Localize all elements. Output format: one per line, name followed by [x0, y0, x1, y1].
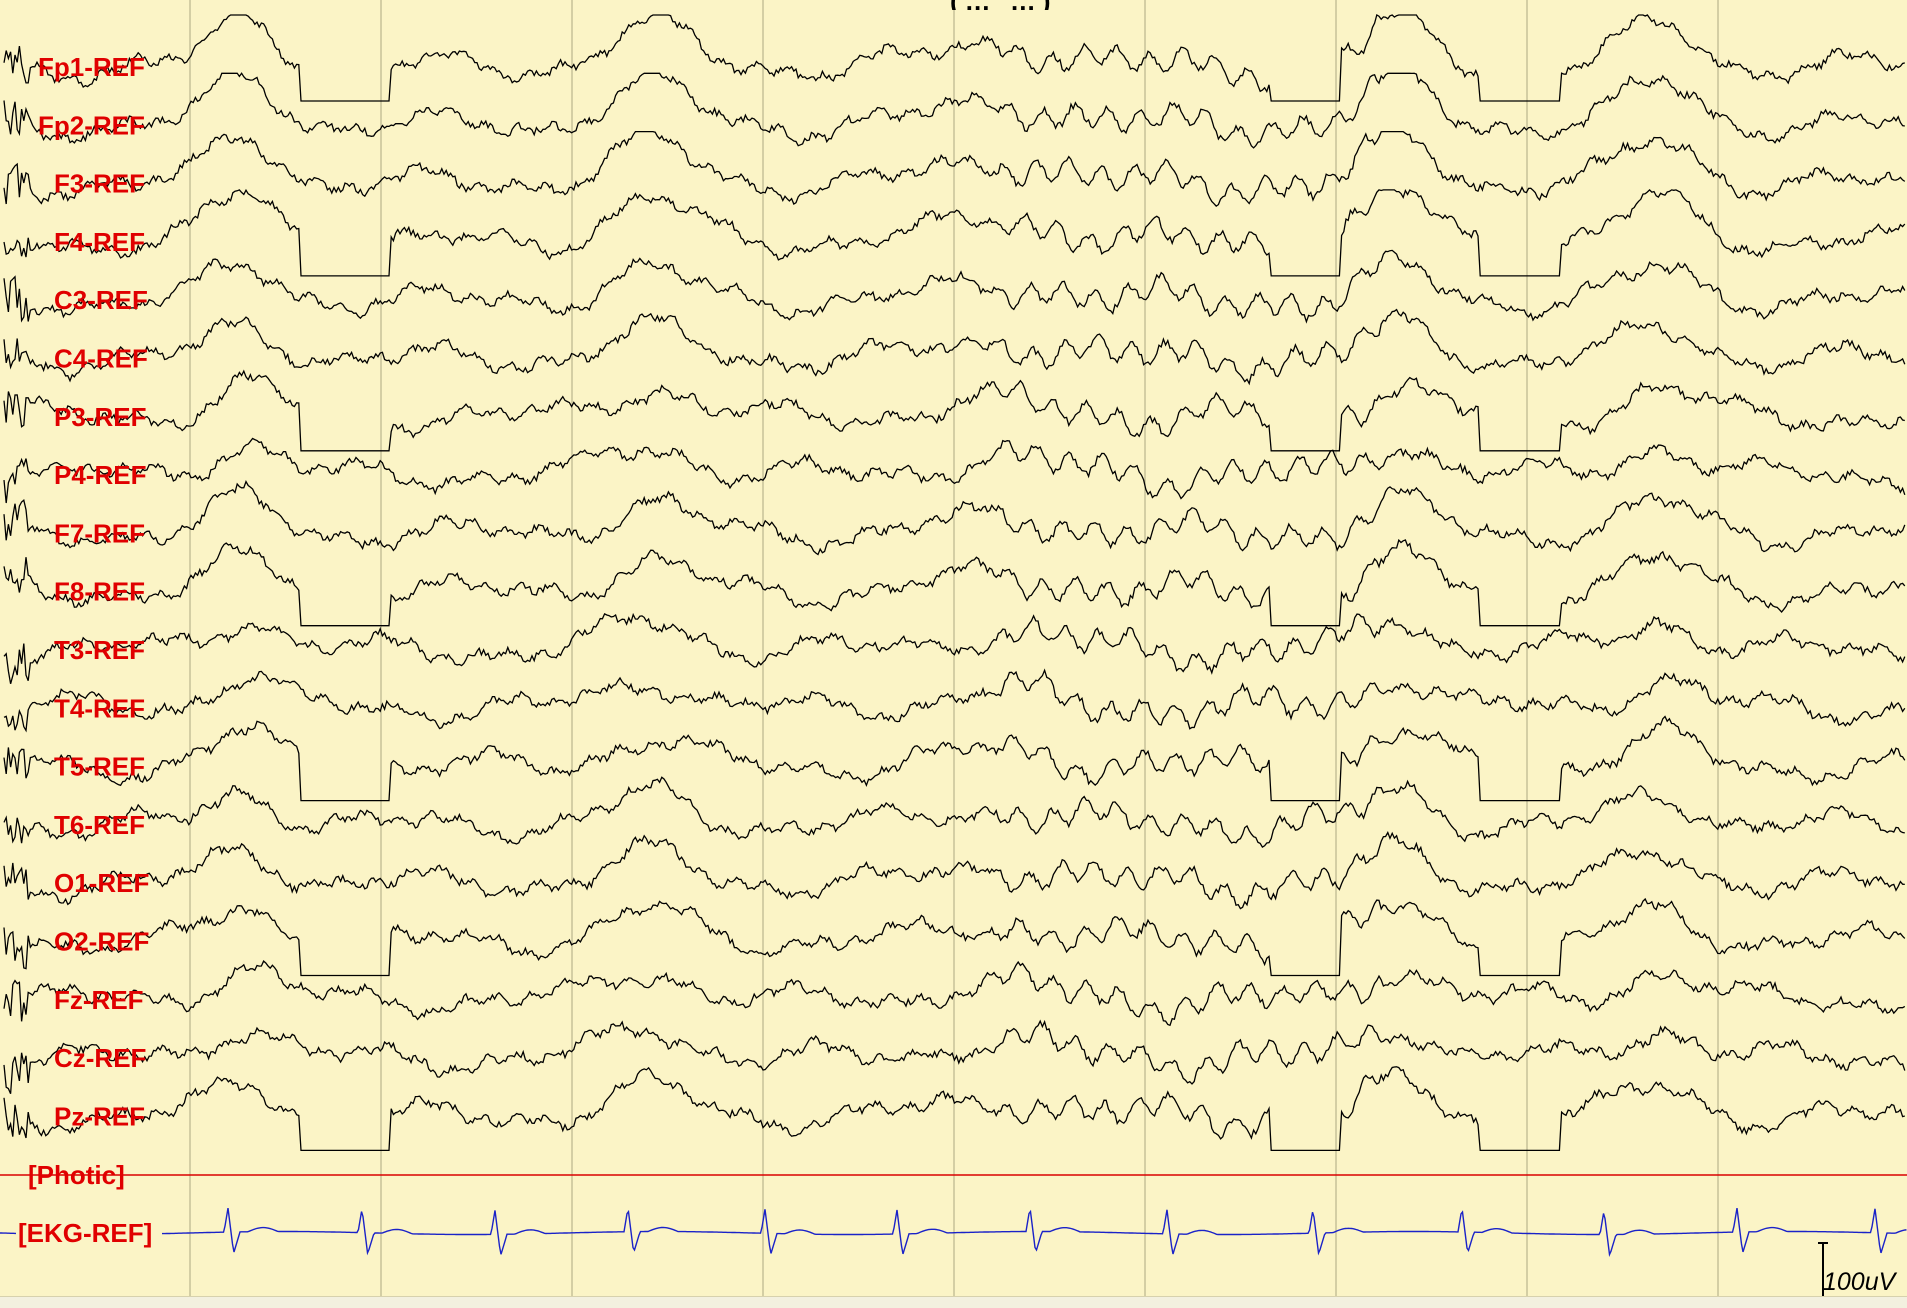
channel-label: T4-REF [54, 693, 145, 723]
channel-label: P4-REF [54, 460, 146, 490]
channel-trace-fp1-ref [3, 14, 1905, 102]
aux-channel-label: [EKG-REF] [18, 1218, 152, 1248]
channel-trace-fz-ref [3, 960, 1906, 1027]
channel-trace-t6-ref [3, 776, 1905, 848]
channel-label: O2-REF [54, 927, 149, 957]
channel-label: T5-REF [54, 752, 145, 782]
aux-channel-label: [Photic] [28, 1160, 125, 1190]
channel-trace-pz-ref [3, 1066, 1905, 1152]
ekg-trace [0, 1207, 1907, 1258]
channel-trace-c3-ref [3, 249, 1906, 324]
channel-label: P3-REF [54, 402, 146, 432]
channel-trace-p4-ref [3, 437, 1906, 504]
channel-trace-o1-ref [3, 830, 1905, 910]
scale-label: 100uV [1823, 1268, 1896, 1296]
channel-label: Pz-REF [54, 1101, 145, 1131]
channel-trace-t3-ref [3, 612, 1906, 684]
channel-trace-t4-ref [3, 668, 1906, 733]
channel-label: F7-REF [54, 518, 145, 548]
channel-label: T6-REF [54, 810, 145, 840]
channel-label: T3-REF [54, 635, 145, 665]
channel-trace-p3-ref [3, 369, 1905, 452]
channel-trace-f4-ref [3, 188, 1906, 277]
channel-trace-cz-ref [3, 1019, 1906, 1094]
channel-label: F4-REF [54, 227, 145, 257]
channel-label: F3-REF [54, 169, 145, 199]
ekg-label-bg [16, 1213, 162, 1243]
channel-label: O1-REF [54, 868, 149, 898]
channel-trace-f3-ref [3, 130, 1906, 207]
channel-trace-c4-ref [3, 308, 1906, 386]
channel-label: Fp2-REF [38, 110, 145, 140]
channel-label: C3-REF [54, 285, 148, 315]
channel-label: Fp1-REF [38, 52, 145, 82]
channel-trace-f7-ref [3, 480, 1906, 556]
channel-trace-o2-ref [3, 897, 1906, 977]
channel-trace-fp2-ref [3, 72, 1905, 149]
channel-label: Fz-REF [54, 985, 144, 1015]
channel-trace-f8-ref [3, 538, 1906, 627]
title-fragment: (… …) [950, 0, 1210, 10]
channel-label: F8-REF [54, 577, 145, 607]
channel-trace-t5-ref [3, 715, 1906, 802]
bottom-strip [0, 1296, 1907, 1308]
channel-label: Cz-REF [54, 1043, 146, 1073]
channel-label: C4-REF [54, 344, 148, 374]
